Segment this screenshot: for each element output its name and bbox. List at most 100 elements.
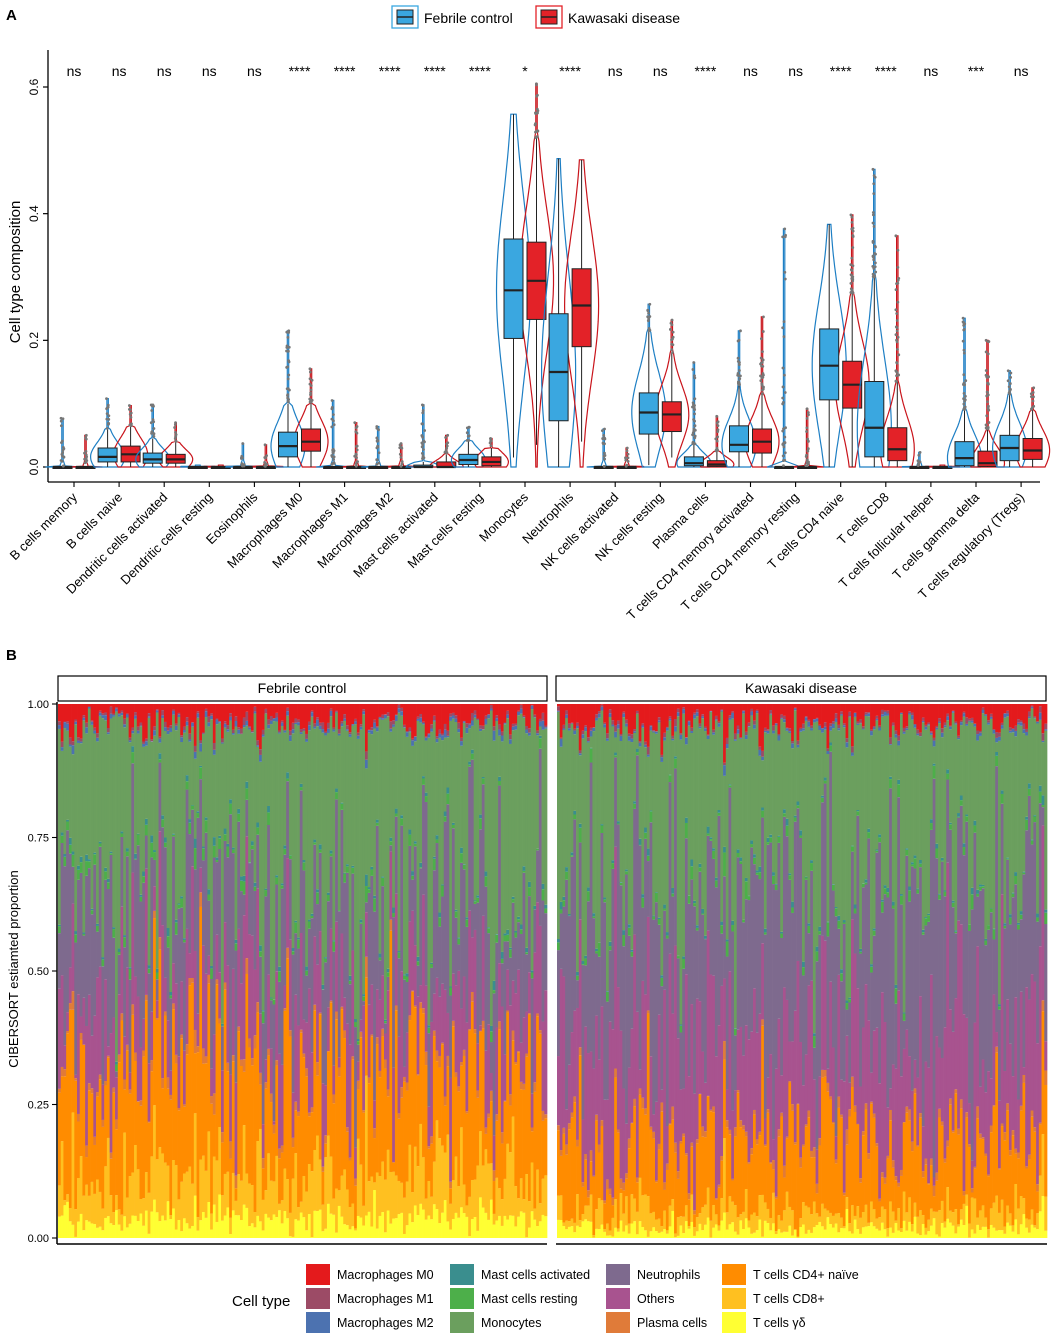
bar-segment (310, 1171, 314, 1238)
outlier-point (1032, 404, 1036, 408)
bar-segment (578, 753, 582, 756)
bar-segment (321, 1204, 325, 1232)
bar-segment (267, 1153, 271, 1218)
bar-segment (131, 1014, 135, 1173)
bar-segment (562, 896, 566, 901)
bar-segment (704, 1224, 708, 1238)
bar-segment (142, 741, 146, 744)
bar-segment (104, 879, 108, 980)
category-group: **** (541, 63, 600, 468)
bar-segment (728, 1224, 732, 1238)
bar-segment (85, 1145, 89, 1158)
bar-segment (864, 879, 868, 883)
bar-segment (299, 787, 303, 791)
bar-segment (438, 917, 442, 927)
bar-segment (788, 1082, 792, 1207)
bar-segment (495, 942, 499, 1028)
bar-segment (87, 1221, 91, 1238)
bar-segment (278, 732, 282, 734)
bar-segment (267, 812, 271, 826)
bar-segment (185, 725, 189, 776)
bar-segment (586, 737, 591, 742)
bar-segment (191, 722, 195, 723)
bar-segment (128, 1093, 132, 1177)
bar-segment (234, 1082, 238, 1176)
bar-segment (495, 715, 499, 719)
bar-segment (818, 1076, 822, 1139)
bar-segment (625, 723, 629, 727)
bar-segment (115, 1077, 119, 1120)
bar-segment (82, 1044, 86, 1196)
bar-segment (98, 1191, 102, 1227)
bar-segment (487, 928, 491, 934)
bar-segment (878, 1217, 882, 1231)
outlier-point (603, 451, 606, 455)
bar-segment (378, 1077, 382, 1177)
bar-segment (870, 1101, 874, 1104)
bar-segment (210, 965, 214, 969)
bar-segment (335, 799, 339, 922)
outlier-point (465, 431, 469, 435)
bar-segment (465, 926, 469, 1023)
bar-segment (728, 704, 732, 716)
bar-segment (682, 956, 686, 960)
bar-segment (174, 1054, 178, 1064)
bar-segment (221, 1132, 225, 1143)
bar-segment (541, 889, 545, 901)
bar-segment (891, 908, 895, 1065)
bar-segment (657, 1218, 661, 1233)
bar-segment (345, 1131, 350, 1190)
bar-segment (581, 1186, 585, 1215)
bar-segment (476, 1043, 480, 1091)
bar-segment (104, 712, 108, 716)
bar-segment (597, 1059, 601, 1145)
bar-segment (278, 730, 282, 733)
bar-segment (87, 1083, 91, 1091)
stacked-bar (283, 704, 287, 1238)
bar-segment (419, 704, 423, 714)
bar-segment (288, 1236, 292, 1238)
bar-segment (286, 858, 290, 948)
bar-segment (359, 729, 363, 920)
bar-segment (747, 1039, 751, 1163)
bar-segment (356, 1061, 360, 1081)
bar-segment (544, 904, 548, 909)
bar-segment (449, 716, 453, 721)
bar-segment (275, 1065, 279, 1156)
stacked-bar (221, 704, 225, 1238)
bar-segment (392, 726, 396, 908)
bar-segment (894, 704, 898, 731)
bar-segment (364, 1215, 369, 1238)
bar-segment (522, 704, 526, 716)
bar-segment (188, 822, 192, 835)
bar-segment (362, 704, 366, 710)
bar-segment (381, 886, 385, 976)
bar-segment (725, 744, 729, 749)
outlier-point (330, 425, 334, 429)
bar-segment (842, 1228, 846, 1238)
bar-segment (690, 1004, 694, 1143)
stacked-bar (163, 704, 168, 1238)
bar-segment (522, 1017, 526, 1084)
bar-segment (684, 737, 689, 738)
bar-segment (446, 1012, 450, 1056)
bar-segment (240, 1059, 244, 1067)
bar-segment (573, 1010, 577, 1097)
bar-segment (283, 848, 287, 855)
bar-segment (337, 910, 341, 912)
bar-segment (630, 956, 634, 1029)
bar-segment (733, 733, 738, 740)
bar-segment (269, 1000, 273, 1049)
bar-segment (739, 1220, 743, 1238)
bar-segment (299, 1201, 303, 1213)
outlier-point (625, 463, 629, 467)
bar-segment (307, 988, 311, 1113)
outlier-point (331, 451, 335, 455)
bar-segment (245, 720, 249, 726)
bar-segment (142, 1225, 146, 1238)
bar-segment (567, 1221, 571, 1227)
bar-segment (586, 1205, 591, 1222)
bar-segment (340, 723, 344, 727)
bar-segment (438, 1055, 442, 1068)
bar-segment (498, 785, 502, 964)
